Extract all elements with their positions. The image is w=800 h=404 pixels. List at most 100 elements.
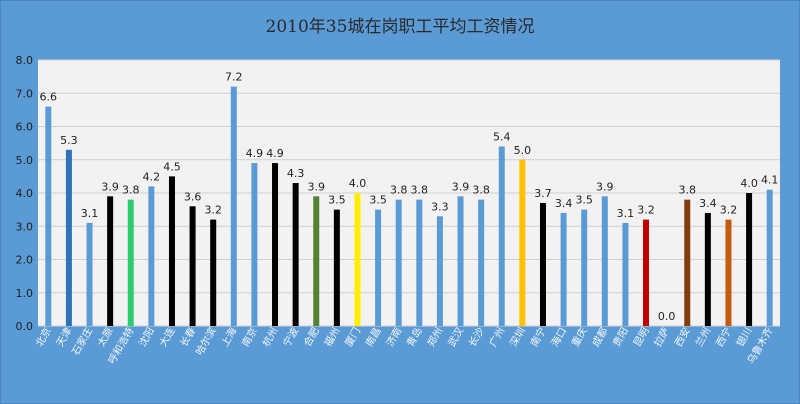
data-label: 4.2 xyxy=(143,170,161,183)
bar xyxy=(210,219,217,326)
bar xyxy=(127,199,134,326)
x-tick-label: 北京 xyxy=(33,325,54,349)
x-tick-label: 深圳 xyxy=(508,326,528,349)
data-label: 3.8 xyxy=(122,184,140,197)
bar xyxy=(86,222,93,326)
data-label: 3.9 xyxy=(596,180,614,193)
bar xyxy=(622,222,629,326)
bar xyxy=(601,196,608,326)
data-label: 3.2 xyxy=(720,204,738,217)
y-tick-label: 0.0 xyxy=(16,320,34,333)
data-label: 3.5 xyxy=(328,194,346,207)
data-label: 4.5 xyxy=(163,160,181,173)
data-label: 3.8 xyxy=(472,184,490,197)
chart-title: 2010年35城在岗职工平均工资情况 xyxy=(265,17,535,37)
x-tick-label: 昆明 xyxy=(631,326,651,349)
bar xyxy=(704,212,711,326)
bar xyxy=(766,189,773,326)
bar xyxy=(272,163,279,326)
x-tick-label: 海口 xyxy=(548,325,569,349)
data-label: 3.8 xyxy=(411,184,429,197)
bar xyxy=(230,86,237,326)
x-tick-label: 天津 xyxy=(54,326,74,349)
data-label: 5.3 xyxy=(60,134,78,147)
data-label: 3.4 xyxy=(699,197,717,210)
x-tick-label: 合肥 xyxy=(301,325,322,349)
x-tick-label: 长春 xyxy=(178,326,198,349)
bar xyxy=(416,199,423,326)
x-tick-label: 济南 xyxy=(383,325,404,349)
x-tick-label: 兰州 xyxy=(692,325,713,349)
bar xyxy=(581,209,588,326)
y-tick-label: 8.0 xyxy=(16,54,34,67)
x-tick-label: 宁波 xyxy=(280,325,301,349)
data-label: 3.8 xyxy=(679,184,697,197)
bar xyxy=(498,146,505,326)
data-label: 7.2 xyxy=(225,71,243,84)
data-label: 3.5 xyxy=(369,194,387,207)
x-tick-label: 重庆 xyxy=(569,325,590,349)
bar xyxy=(107,196,114,326)
x-tick-label: 上海 xyxy=(218,325,239,349)
data-label: 3.2 xyxy=(637,204,655,217)
y-tick-label: 3.0 xyxy=(16,220,34,233)
bar xyxy=(313,196,320,326)
x-tick-label: 大连 xyxy=(156,325,177,349)
data-label: 3.1 xyxy=(81,207,99,220)
data-label: 3.8 xyxy=(390,184,408,197)
bar xyxy=(395,199,402,326)
y-tick-label: 1.0 xyxy=(16,287,34,300)
x-tick-label: 广州 xyxy=(487,326,507,349)
data-label: 4.0 xyxy=(349,177,367,190)
bar xyxy=(292,183,299,326)
data-label: 3.4 xyxy=(555,197,573,210)
x-tick-label: 哈尔滨 xyxy=(193,325,219,357)
x-tick-label: 西宁 xyxy=(713,325,734,349)
data-label: 6.6 xyxy=(40,91,58,104)
bar xyxy=(148,186,155,326)
y-tick-label: 4.0 xyxy=(16,187,34,200)
bar xyxy=(539,202,546,326)
x-tick-label: 厦门 xyxy=(342,325,363,349)
x-tick-label: 银川 xyxy=(733,325,754,349)
data-label: 5.4 xyxy=(493,130,511,143)
bar xyxy=(436,216,443,326)
data-label: 4.9 xyxy=(246,147,264,160)
bar xyxy=(457,196,464,326)
bar xyxy=(251,163,258,326)
bar xyxy=(189,206,196,326)
bar xyxy=(168,176,175,326)
x-tick-label: 成都 xyxy=(590,326,610,349)
x-tick-label: 太原 xyxy=(94,325,115,349)
y-tick-label: 5.0 xyxy=(16,154,34,167)
x-tick-label: 长沙 xyxy=(466,326,486,349)
data-label: 3.6 xyxy=(184,190,202,203)
data-label: 3.2 xyxy=(204,204,222,217)
x-tick-label: 郑州 xyxy=(424,325,445,349)
bar xyxy=(725,219,732,326)
x-tick-label: 南昌 xyxy=(362,325,383,349)
y-tick-label: 7.0 xyxy=(16,87,34,100)
data-label: 3.9 xyxy=(308,180,326,193)
data-label: 4.0 xyxy=(740,177,758,190)
bar xyxy=(560,212,567,326)
x-tick-label: 西安 xyxy=(672,325,693,349)
data-label: 3.3 xyxy=(431,200,449,213)
bar xyxy=(45,106,52,326)
bar xyxy=(65,149,72,326)
bar xyxy=(375,209,382,326)
bar xyxy=(643,219,650,326)
bar xyxy=(478,199,485,326)
x-tick-label: 拉萨 xyxy=(651,325,672,349)
x-tick-label: 杭州 xyxy=(259,325,280,349)
bar xyxy=(684,199,691,326)
data-label: 3.9 xyxy=(101,180,119,193)
x-tick-label: 石家庄 xyxy=(69,325,95,357)
data-label: 5.0 xyxy=(514,144,532,157)
x-tick-label: 南京 xyxy=(239,325,260,349)
data-label: 0.0 xyxy=(658,310,676,323)
data-label: 3.1 xyxy=(617,207,635,220)
bar xyxy=(333,209,340,326)
y-tick-label: 6.0 xyxy=(16,121,34,134)
